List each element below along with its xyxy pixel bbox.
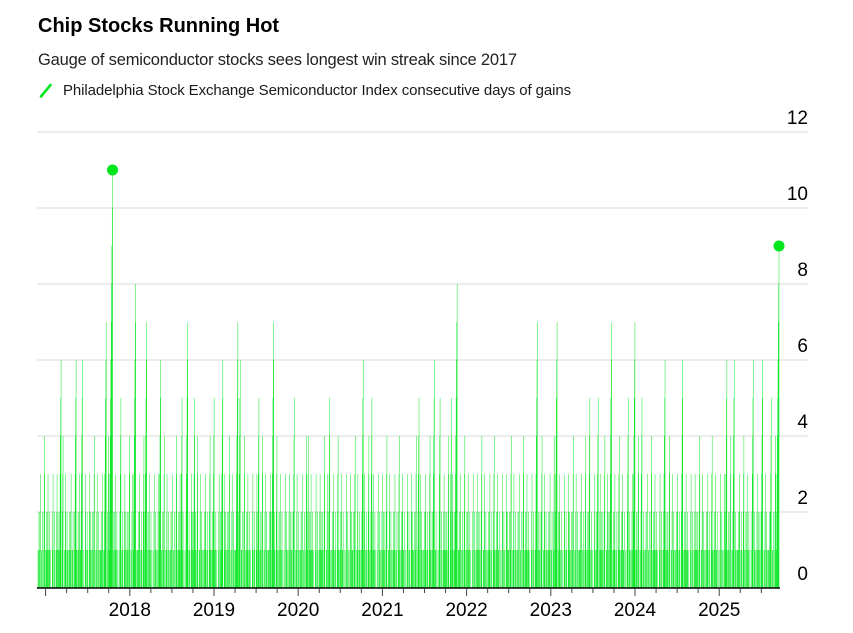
y-axis-labels: 0 2 4 6 8 10 12 [787, 108, 809, 585]
y-tick-label: 2 [797, 488, 808, 509]
streak-bars [37, 170, 780, 588]
chart-title: Chip Stocks Running Hot [38, 15, 280, 37]
streak-marker-dot [107, 164, 119, 176]
y-tick-label: 0 [797, 564, 808, 585]
y-tick-label: 4 [797, 412, 808, 433]
y-tick-label: 12 [787, 108, 808, 129]
x-axis-labels: 2018 2019 2020 2021 2022 2023 2024 2025 [109, 600, 741, 621]
legend: Philadelphia Stock Exchange Semiconducto… [39, 82, 571, 99]
x-tick-label: 2025 [698, 600, 740, 621]
x-tick-label: 2022 [445, 600, 487, 621]
x-tick-label: 2020 [277, 600, 319, 621]
legend-label: Philadelphia Stock Exchange Semiconducto… [63, 82, 572, 99]
x-tick-label: 2018 [109, 600, 151, 621]
x-axis-ticks [45, 589, 762, 596]
gridlines [37, 131, 808, 513]
legend-slash-icon [39, 83, 52, 98]
y-tick-label: 6 [797, 336, 808, 357]
x-tick-label: 2021 [361, 600, 403, 621]
x-tick-label: 2023 [530, 600, 572, 621]
y-tick-label: 8 [797, 260, 808, 281]
x-tick-label: 2024 [614, 600, 657, 621]
streak-marker-dots [107, 164, 785, 252]
streak-marker-dot [773, 240, 785, 252]
chart-subtitle: Gauge of semiconductor stocks sees longe… [38, 51, 517, 69]
legend-line-marker-icon [39, 83, 52, 98]
y-tick-label: 10 [787, 184, 808, 205]
x-tick-label: 2019 [193, 600, 235, 621]
